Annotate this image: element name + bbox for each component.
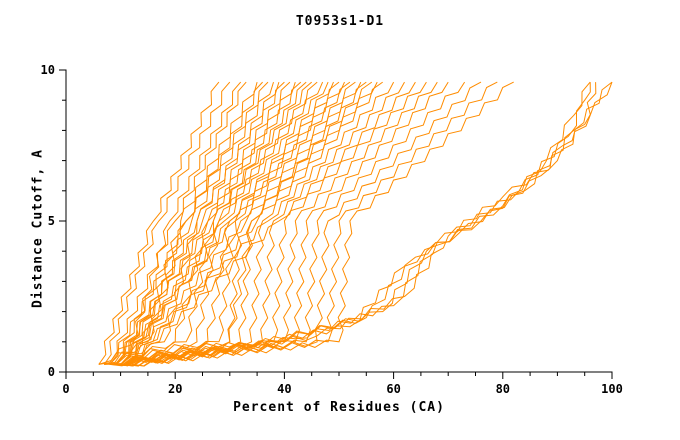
model-curve — [109, 81, 324, 366]
model-curve — [98, 81, 242, 365]
y-tick-label: 0 — [48, 365, 55, 379]
x-tick-label: 40 — [277, 382, 291, 396]
model-curve — [114, 81, 313, 365]
model-curve — [98, 81, 269, 365]
model-curve — [120, 81, 351, 365]
y-axis-label: Distance Cutoff, A — [30, 149, 46, 308]
model-curve — [125, 81, 395, 365]
model-curve — [104, 81, 285, 365]
model-curve — [109, 81, 274, 365]
x-tick-label: 20 — [168, 382, 182, 396]
model-curve — [120, 81, 302, 365]
model-curve — [120, 81, 449, 367]
x-tick-label: 0 — [62, 382, 69, 396]
y-tick-label: 10 — [41, 63, 55, 77]
model-curve — [125, 81, 340, 365]
model-curve — [120, 81, 367, 366]
model-curve — [115, 81, 383, 367]
model-curve — [131, 81, 416, 365]
model-curve — [109, 81, 296, 365]
model-curve — [103, 81, 231, 365]
chart-title: T0953s1-D1 — [295, 14, 385, 29]
model-curve — [131, 81, 378, 365]
model-curve — [109, 81, 345, 366]
model-curve — [98, 81, 220, 365]
model-curve — [120, 81, 280, 365]
x-axis-label: Percent of Residues (CA) — [233, 400, 445, 415]
model-curve — [114, 81, 291, 365]
x-tick-label: 100 — [601, 382, 623, 396]
model-curve — [109, 81, 247, 365]
x-tick-label: 80 — [496, 382, 510, 396]
x-tick-label: 60 — [386, 382, 400, 396]
y-tick-label: 5 — [48, 214, 55, 228]
model-curve — [104, 81, 307, 365]
model-curve — [125, 81, 362, 365]
model-curve — [126, 82, 591, 367]
model-curve — [131, 81, 466, 367]
model-curve — [120, 81, 329, 365]
model-curve — [115, 82, 597, 367]
model-curve — [120, 81, 482, 367]
model-curve — [126, 81, 498, 367]
model-curve — [115, 81, 334, 366]
model-curve — [131, 81, 514, 367]
